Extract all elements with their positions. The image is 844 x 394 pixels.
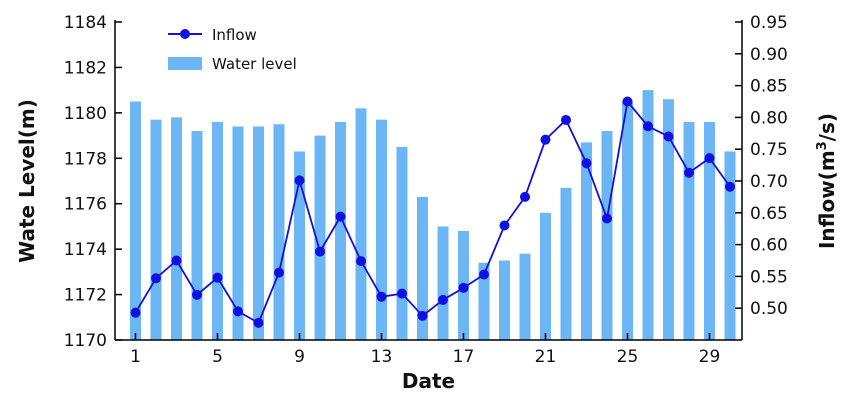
right-tick-label: 0.65	[750, 204, 788, 224]
inflow-point-5	[213, 273, 223, 283]
bar-water-level-14	[397, 147, 408, 340]
left-tick-label: 1178	[64, 149, 107, 169]
left-tick-label: 1184	[64, 13, 107, 33]
inflow-point-27	[664, 131, 674, 141]
x-tick-label: 17	[453, 347, 475, 367]
inflow-point-12	[356, 256, 366, 266]
right-y-axis-title-suffix: /s)	[815, 113, 839, 141]
x-tick-label: 29	[699, 347, 721, 367]
inflow-point-28	[684, 168, 694, 178]
bar-water-level-25	[622, 102, 633, 341]
inflow-point-14	[397, 289, 407, 299]
inflow-point-25	[623, 97, 633, 107]
bar-water-level-19	[499, 261, 510, 341]
inflow-point-24	[602, 214, 612, 224]
legend: Inflow Water level	[168, 26, 297, 73]
inflow-point-29	[705, 153, 715, 163]
bar-water-level-20	[520, 254, 531, 340]
left-tick-label: 1174	[64, 240, 107, 260]
inflow-point-23	[582, 158, 592, 168]
right-y-axis-title: Inflow(m3/s)	[815, 113, 839, 249]
bar-water-level-7	[253, 126, 264, 340]
bar-water-level-12	[356, 108, 367, 340]
left-tick-label: 1180	[64, 104, 107, 124]
inflow-point-1	[131, 308, 141, 318]
x-axis-title: Date	[402, 369, 455, 393]
bar-water-level-8	[274, 124, 285, 340]
right-tick-label: 0.70	[750, 172, 788, 192]
inflow-point-3	[172, 256, 182, 266]
inflow-point-15	[418, 311, 428, 321]
right-tick-label: 0.85	[750, 77, 788, 97]
x-tick-label: 21	[535, 347, 557, 367]
right-tick-label: 0.75	[750, 140, 788, 160]
inflow-point-17	[459, 283, 469, 293]
inflow-point-30	[725, 182, 735, 192]
bar-water-level-21	[540, 213, 551, 340]
right-tick-label: 0.55	[750, 267, 788, 287]
x-tick-label: 1	[130, 347, 141, 367]
right-tick-label: 0.80	[750, 108, 788, 128]
right-y-axis-title-prefix: Inflow(m	[815, 150, 839, 249]
inflow-point-16	[438, 295, 448, 305]
inflow-point-6	[233, 306, 243, 316]
left-y-ticks: 1170 1172 1174 1176 1178 1180 1182 1184	[64, 13, 122, 351]
bar-water-level-28	[684, 122, 695, 340]
inflow-point-18	[479, 269, 489, 279]
left-y-axis-title: Wate Level(m)	[15, 99, 39, 263]
x-tick-label: 25	[617, 347, 639, 367]
inflow-point-13	[377, 292, 387, 302]
right-y-ticks: 0.50 0.55 0.60 0.65 0.70 0.75 0.80 0.85 0.90 0.95	[735, 13, 788, 319]
bar-water-level-11	[335, 122, 346, 340]
inflow-point-19	[500, 221, 510, 231]
inflow-point-26	[643, 121, 653, 131]
right-tick-label: 0.50	[750, 299, 788, 319]
right-tick-label: 0.95	[750, 13, 788, 33]
left-tick-label: 1176	[64, 195, 107, 215]
inflow-point-2	[151, 273, 161, 283]
inflow-point-7	[254, 318, 264, 328]
left-tick-label: 1170	[64, 331, 107, 351]
bar-water-level-22	[561, 188, 572, 340]
bar-water-level-1	[130, 102, 141, 341]
x-tick-label: 13	[371, 347, 393, 367]
left-tick-label: 1182	[64, 58, 107, 78]
bar-water-level-16	[438, 226, 449, 340]
inflow-line	[136, 102, 731, 323]
inflow-point-21	[541, 135, 551, 145]
inflow-point-10	[315, 247, 325, 257]
bar-water-level-30	[725, 151, 736, 340]
x-tick-label: 5	[212, 347, 223, 367]
inflow-point-9	[295, 175, 305, 185]
legend-inflow-label: Inflow	[212, 26, 257, 44]
legend-water-level-swatch	[168, 57, 202, 70]
legend-inflow-marker	[180, 29, 190, 39]
inflow-point-20	[520, 192, 530, 202]
x-tick-label: 9	[294, 347, 305, 367]
bar-water-level-5	[212, 122, 223, 340]
right-tick-label: 0.90	[750, 45, 788, 65]
left-tick-label: 1172	[64, 286, 107, 306]
bar-water-level-2	[151, 120, 162, 340]
inflow-point-8	[274, 268, 284, 278]
inflow-point-4	[192, 290, 202, 300]
bar-water-level-13	[376, 120, 387, 340]
bar-water-level-3	[171, 117, 182, 340]
bar-water-level-24	[602, 131, 613, 340]
bar-water-level-4	[192, 131, 203, 340]
right-y-axis-title-sup: 3	[815, 141, 830, 150]
inflow-point-22	[561, 115, 571, 125]
legend-water-level-label: Water level	[212, 55, 297, 73]
inflow-point-11	[336, 212, 346, 222]
right-tick-label: 0.60	[750, 236, 788, 256]
